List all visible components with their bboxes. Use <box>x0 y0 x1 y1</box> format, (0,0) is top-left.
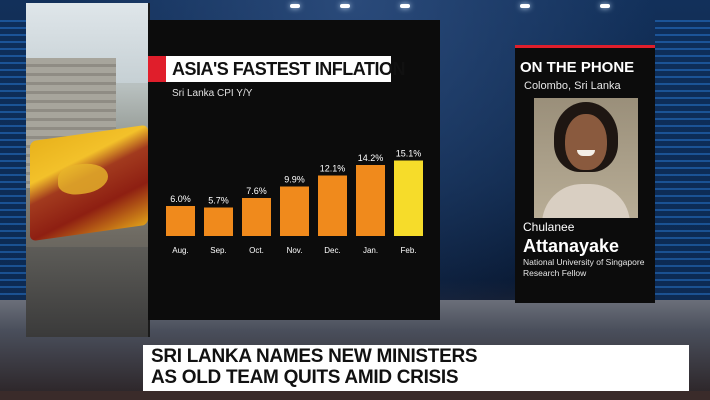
chart-title-bar: ASIA'S FASTEST INFLATION <box>148 56 405 82</box>
ceiling-light <box>520 4 530 8</box>
studio-ticker-wall-right <box>655 20 710 320</box>
x-tick-label: Oct. <box>249 246 264 255</box>
ceiling-light <box>290 4 300 8</box>
data-label: 5.7% <box>208 196 229 206</box>
guest-body <box>542 184 630 218</box>
guest-role-line: National University of Singapore <box>523 257 645 267</box>
inflation-bar-chart: 6.0% Aug. 5.7% Sep. 7.6% Oct. 9.9% Nov. 12.1% Dec… <box>166 149 423 255</box>
headline-line-2: AS OLD TEAM QUITS AMID CRISIS <box>151 367 459 388</box>
phone-panel-accent-line <box>515 45 655 48</box>
bar-oct <box>242 198 271 236</box>
bar-jan <box>356 165 385 236</box>
bar-nov <box>280 186 309 236</box>
data-label: 15.1% <box>396 149 422 159</box>
data-label: 14.2% <box>358 153 384 163</box>
x-tick-label: Sep. <box>210 246 226 255</box>
ceiling-light <box>340 4 350 8</box>
photo-street <box>26 247 148 337</box>
bar-sep <box>204 207 233 236</box>
chart-subtitle: Sri Lanka CPI Y/Y <box>172 88 253 99</box>
sri-lanka-flag <box>30 124 148 242</box>
guest-face <box>565 114 607 170</box>
title-accent-tab <box>148 56 166 82</box>
bar-aug <box>166 206 195 236</box>
on-the-phone-panel: ON THE PHONE Colombo, Sri Lanka Chulanee… <box>515 45 655 303</box>
x-tick-label: Dec. <box>324 246 340 255</box>
ceiling-light <box>400 4 410 8</box>
x-tick-label: Nov. <box>287 246 303 255</box>
guest-role-line: Research Fellow <box>523 268 587 278</box>
footer-stripe <box>0 391 710 400</box>
guest-smile <box>577 150 595 156</box>
x-tick-label: Jan. <box>363 246 378 255</box>
guest-last-name: Attanayake <box>523 236 620 256</box>
bar-feb <box>394 160 423 236</box>
data-label: 6.0% <box>170 194 191 204</box>
headline-line-1: SRI LANKA NAMES NEW MINISTERS <box>151 346 478 367</box>
x-tick-label: Aug. <box>172 246 188 255</box>
data-label: 12.1% <box>320 164 346 174</box>
flag-lion-emblem <box>58 160 108 198</box>
data-label: 7.6% <box>246 186 267 196</box>
ceiling-light <box>600 4 610 8</box>
guest-location: Colombo, Sri Lanka <box>524 80 621 92</box>
guest-first-name: Chulanee <box>523 220 575 234</box>
x-tick-label: Feb. <box>400 246 416 255</box>
chart-screen: ASIA'S FASTEST INFLATION Sri Lanka CPI Y… <box>148 20 440 320</box>
headline-lower-third: SRI LANKA NAMES NEW MINISTERS AS OLD TEA… <box>143 345 689 391</box>
bar-dec <box>318 175 347 236</box>
chart-title: ASIA'S FASTEST INFLATION <box>172 58 405 79</box>
phone-panel-heading: ON THE PHONE <box>520 59 635 76</box>
sri-lanka-photo-screen <box>26 3 150 337</box>
guest-role: National University of Singapore Researc… <box>523 257 653 279</box>
guest-portrait <box>534 98 638 218</box>
data-label: 9.9% <box>284 175 305 185</box>
